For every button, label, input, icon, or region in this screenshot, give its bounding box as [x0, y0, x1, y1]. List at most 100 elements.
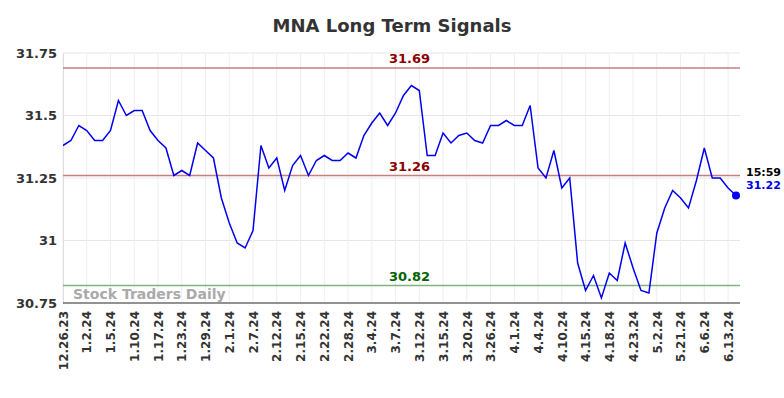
- x-tick-label: 12.26.23: [57, 311, 71, 370]
- x-tick-label: 2.15.24: [294, 311, 308, 362]
- x-tick-label: 4.10.24: [556, 311, 570, 362]
- x-tick: 6.6.24: [698, 303, 712, 354]
- grid-line-y: [63, 115, 740, 116]
- level-line: [63, 67, 740, 69]
- y-tick: 31: [39, 233, 63, 248]
- x-tick: 4.1.24: [508, 303, 522, 354]
- x-axis-line: [63, 303, 740, 304]
- x-tick-label: 1.23.24: [175, 311, 189, 362]
- x-tick: 5.2.24: [651, 303, 665, 354]
- x-tick: 2.1.24: [223, 303, 237, 354]
- x-tick: 4.10.24: [556, 303, 570, 362]
- x-tick-label: 6.6.24: [698, 311, 712, 354]
- x-tick: 3.12.24: [413, 303, 427, 362]
- grid-line-x: [205, 53, 206, 303]
- grid-line-y: [63, 178, 740, 179]
- x-tick-label: 4.15.24: [579, 311, 593, 362]
- level-line: [63, 175, 740, 177]
- x-tick: 3.20.24: [461, 303, 475, 362]
- grid-line-x: [324, 53, 325, 303]
- last-time: 15:59: [746, 166, 781, 179]
- x-tick-label: 4.4.24: [532, 311, 546, 354]
- y-axis: 30.75 31 31.25 31.5 31.75: [16, 46, 64, 311]
- x-tick-label: 5.21.24: [674, 311, 688, 362]
- y-tick-label: 31.5: [25, 108, 57, 123]
- grid: [63, 53, 740, 303]
- grid-line-x: [134, 53, 135, 303]
- grid-line-x: [561, 53, 562, 303]
- grid-line-y: [63, 303, 740, 304]
- last-price: 31.22: [746, 179, 781, 192]
- price-line: [63, 86, 736, 299]
- level-label: 31.26: [389, 159, 430, 174]
- x-tick-label: 1.5.24: [104, 311, 118, 354]
- x-tick: 2.7.24: [247, 303, 261, 354]
- y-tick-label: 31.25: [16, 171, 57, 186]
- x-tick: 3.15.24: [437, 303, 451, 362]
- x-tick-label: 4.18.24: [603, 311, 617, 362]
- grid-line-x: [348, 53, 349, 303]
- watermark: Stock Traders Daily: [73, 286, 226, 302]
- x-tick-label: 3.26.24: [484, 311, 498, 362]
- x-tick-label: 3.4.24: [365, 311, 379, 354]
- x-tick: 1.17.24: [152, 303, 166, 362]
- x-tick: 12.26.23: [57, 303, 71, 370]
- plot-area: [63, 68, 740, 298]
- y-tick: 31.5: [25, 108, 63, 123]
- x-tick: 1.29.24: [199, 303, 213, 362]
- x-tick: 2.22.24: [318, 303, 332, 362]
- grid-line-x: [110, 53, 111, 303]
- title: MNA Long Term Signals: [273, 15, 512, 36]
- x-tick: 3.4.24: [365, 303, 379, 354]
- x-tick: 2.15.24: [294, 303, 308, 362]
- x-tick: 3.7.24: [389, 303, 403, 354]
- grid-line-x: [443, 53, 444, 303]
- x-tick-label: 2.7.24: [247, 311, 261, 354]
- grid-line-x: [704, 53, 705, 303]
- grid-line-x: [181, 53, 182, 303]
- level-label: 30.82: [389, 269, 430, 284]
- y-tick-label: 31: [39, 233, 57, 248]
- grid-line-x: [253, 53, 254, 303]
- y-axis-line: [63, 54, 64, 304]
- x-tick: 2.28.24: [342, 303, 356, 362]
- x-tick: 6.13.24: [722, 303, 736, 362]
- x-tick-label: 2.12.24: [270, 311, 284, 362]
- x-tick-label: 4.1.24: [508, 311, 522, 354]
- x-tick-label: 2.1.24: [223, 311, 237, 354]
- grid-line-x: [395, 53, 396, 303]
- grid-line-x: [371, 53, 372, 303]
- grid-line-x: [466, 53, 467, 303]
- x-tick-label: 3.12.24: [413, 311, 427, 362]
- last-point: [732, 192, 740, 200]
- y-tick: 30.75: [16, 296, 63, 311]
- grid-line-y: [63, 240, 740, 241]
- x-tick: 1.5.24: [104, 303, 118, 354]
- grid-line-x: [680, 53, 681, 303]
- chart: MNA Long Term Signals 30.75 31 31.25 31.5 31.…: [0, 0, 784, 398]
- y-tick-label: 30.75: [16, 296, 57, 311]
- x-tick-label: 4.23.24: [627, 311, 641, 362]
- grid-line-x: [538, 53, 539, 303]
- x-tick: 1.2.24: [80, 303, 94, 354]
- grid-line-x: [300, 53, 301, 303]
- x-tick: 4.18.24: [603, 303, 617, 362]
- x-axis: 12.26.23 1.2.24 1.5.24 1.10.24 1.17.24 1.23.2…: [57, 303, 740, 370]
- x-tick: 4.23.24: [627, 303, 641, 362]
- x-tick-label: 2.28.24: [342, 311, 356, 362]
- grid-line-x: [609, 53, 610, 303]
- grid-line-x: [585, 53, 586, 303]
- level-label: 31.69: [389, 51, 430, 66]
- grid-line-x: [229, 53, 230, 303]
- x-tick-label: 1.10.24: [128, 311, 142, 362]
- grid-line-x: [514, 53, 515, 303]
- x-tick: 3.26.24: [484, 303, 498, 362]
- x-tick: 1.10.24: [128, 303, 142, 362]
- grid-line-x: [276, 53, 277, 303]
- x-tick: 5.21.24: [674, 303, 688, 362]
- x-tick: 4.4.24: [532, 303, 546, 354]
- y-tick-label: 31.75: [16, 46, 57, 61]
- x-tick-label: 1.2.24: [80, 311, 94, 354]
- x-tick-label: 3.15.24: [437, 311, 451, 362]
- grid-line-x: [158, 53, 159, 303]
